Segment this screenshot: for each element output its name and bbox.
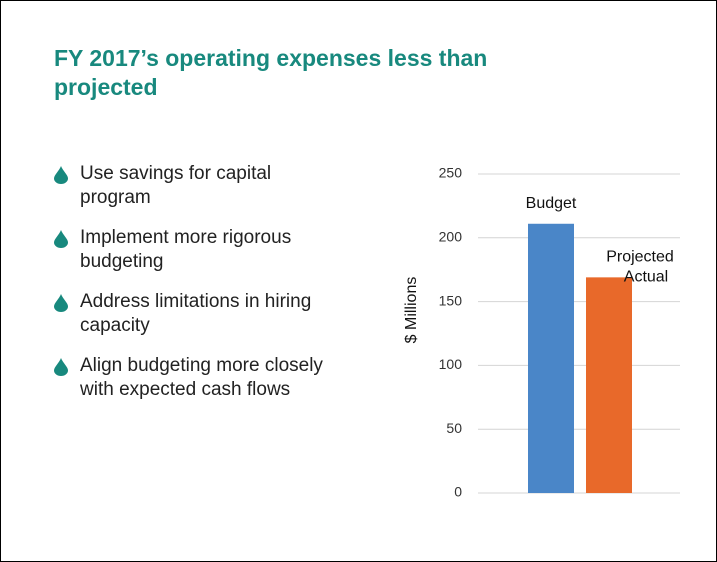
y-tick-label: 100 xyxy=(439,356,463,372)
bullet-text: Address limitations in hiring capacity xyxy=(80,291,312,336)
y-tick-label: 50 xyxy=(446,420,462,436)
bar-label: Budget xyxy=(526,195,577,212)
bar-label: Projected Actual xyxy=(606,249,674,286)
y-tick-label: 0 xyxy=(454,484,462,500)
bar xyxy=(528,223,574,493)
chart: $ Millions 0 50 100 150 200 250 Budget Projecte… xyxy=(403,165,680,500)
y-tick-label: 250 xyxy=(439,165,463,181)
bullet-icon xyxy=(54,230,68,248)
bullet-icon xyxy=(54,358,68,376)
bullet-text: Align budgeting more closely with expect… xyxy=(80,355,323,400)
bullet-item: Address limitations in hiring capacity xyxy=(54,290,344,338)
y-axis-label: $ Millions xyxy=(403,277,420,344)
bullet-item: Implement more rigorous budgeting xyxy=(54,226,344,274)
bullet-icon xyxy=(54,294,68,312)
bullet-item: Use savings for capital program xyxy=(54,162,344,210)
y-tick-label: 150 xyxy=(439,292,463,308)
bullet-icon xyxy=(54,166,68,184)
bullet-text: Implement more rigorous budgeting xyxy=(80,227,292,272)
bullet-text: Use savings for capital program xyxy=(80,163,272,208)
slide-title: FY 2017’s operating expenses less than p… xyxy=(54,45,488,100)
y-tick-label: 200 xyxy=(439,229,463,245)
bullet-item: Align budgeting more closely with expect… xyxy=(54,354,344,402)
bullet-list: Use savings for capital program Implement… xyxy=(54,162,344,418)
bar xyxy=(586,277,632,493)
